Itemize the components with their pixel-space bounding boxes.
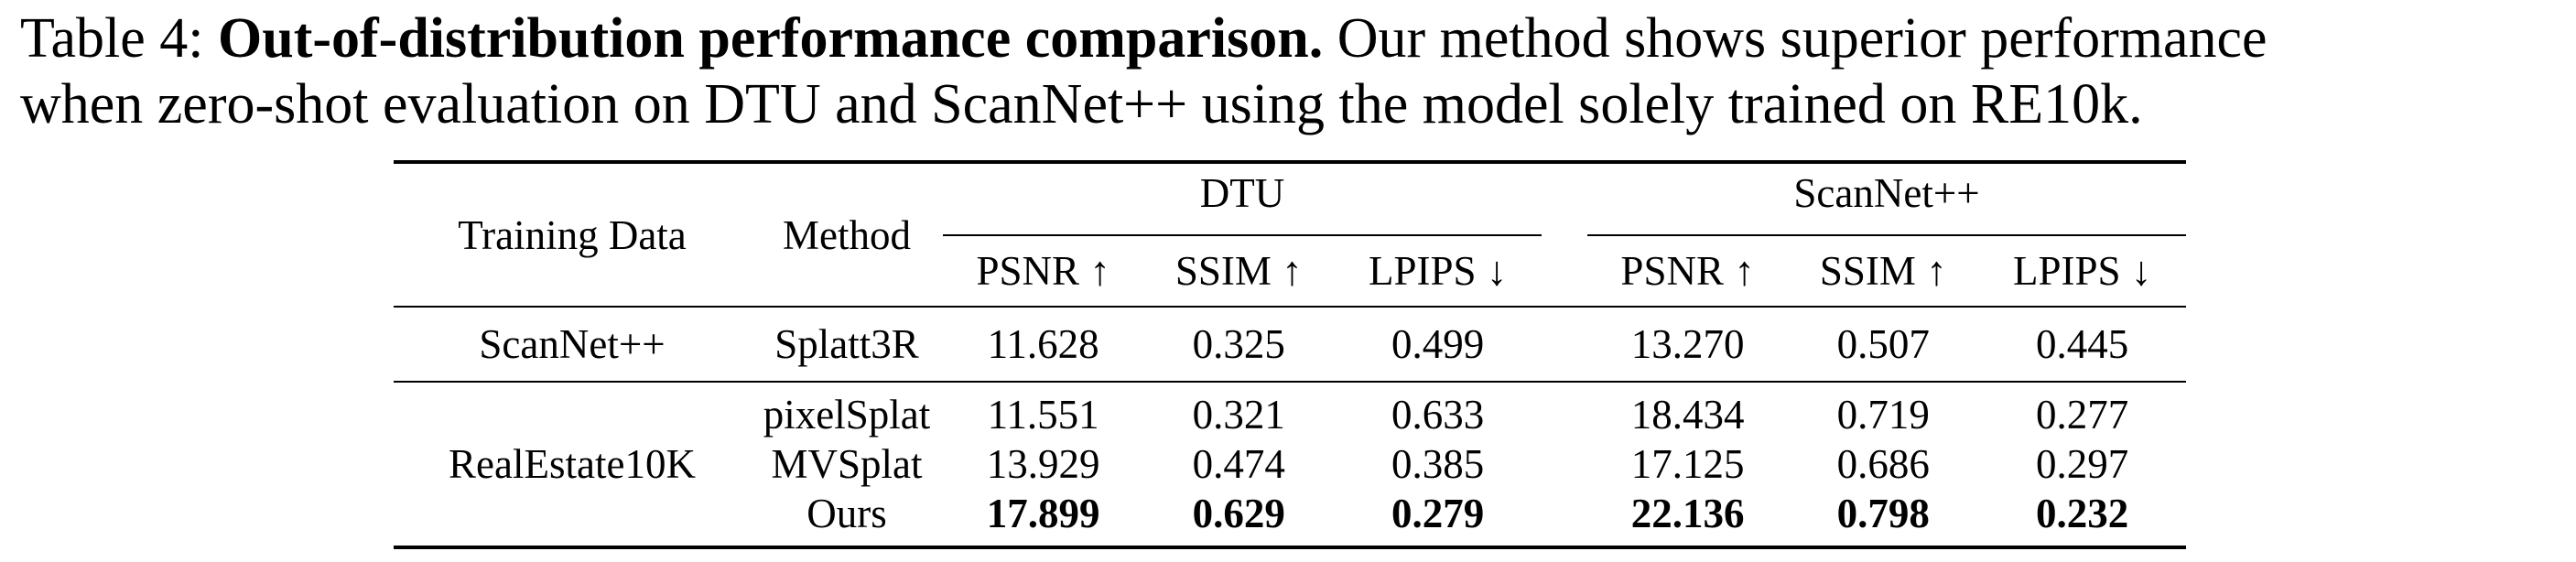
cell-value: 0.499 xyxy=(1391,321,1485,367)
header-metric: SSIM ↑ xyxy=(1174,248,1303,294)
cell-value: 0.277 xyxy=(2035,392,2129,438)
cell-value: 0.297 xyxy=(2035,441,2129,487)
caption-line1-rest: Our method shows superior performance xyxy=(1323,7,2268,70)
cell-value-best: 0.279 xyxy=(1391,491,1485,536)
cell-value-best: 22.136 xyxy=(1630,491,1745,536)
cell-value-best: 17.899 xyxy=(986,491,1100,536)
cell-value: 13.929 xyxy=(986,441,1100,487)
cell-value-best: 0.629 xyxy=(1192,491,1285,536)
cell-value: 0.474 xyxy=(1192,441,1285,487)
cell-value: 0.507 xyxy=(1836,321,1930,367)
cell-value: 0.325 xyxy=(1192,321,1285,367)
cell-method: Splatt3R xyxy=(774,321,919,367)
cell-value: 11.551 xyxy=(987,392,1099,438)
cell-training: RealEstate10K xyxy=(449,441,696,487)
table-row: ScanNet++ Splatt3R 11.628 0.325 0.499 13… xyxy=(394,307,2186,382)
cell-value: 11.628 xyxy=(987,321,1099,367)
cell-training: ScanNet++ xyxy=(479,321,666,367)
header-metric: SSIM ↑ xyxy=(1819,248,1947,294)
cell-value: 17.125 xyxy=(1630,441,1745,487)
header-metric: LPIPS ↓ xyxy=(2012,248,2152,294)
cell-value: 13.270 xyxy=(1630,321,1745,367)
cell-method: pixelSplat xyxy=(763,392,931,438)
table-caption: Table 4: Out-of-distribution performance… xyxy=(20,5,2565,137)
cell-value-best: 0.798 xyxy=(1836,491,1930,536)
cell-value: 0.445 xyxy=(2035,321,2129,367)
cell-value: 0.719 xyxy=(1836,392,1930,438)
header-metric: PSNR ↑ xyxy=(976,248,1110,294)
header-metric: LPIPS ↓ xyxy=(1368,248,1508,294)
cell-value-best: 0.232 xyxy=(2035,491,2129,536)
cell-value: 0.321 xyxy=(1192,392,1285,438)
cell-value: 0.686 xyxy=(1836,441,1930,487)
cell-method: Ours xyxy=(806,491,887,536)
caption-title: Out-of-distribution performance comparis… xyxy=(218,7,1324,70)
results-table: Training Data Method DTU ScanNet++ PSNR … xyxy=(394,160,2186,549)
header-metric: PSNR ↑ xyxy=(1620,248,1755,294)
header-group-scannet: ScanNet++ xyxy=(1586,162,2186,236)
cell-value: 0.633 xyxy=(1391,392,1485,438)
header-training-data: Training Data xyxy=(458,211,687,258)
cell-value: 0.385 xyxy=(1391,441,1485,487)
cell-method: MVSplat xyxy=(771,441,923,487)
header-group-dtu: DTU xyxy=(943,162,1542,236)
caption-prefix: Table 4: xyxy=(20,7,219,70)
table-row: MVSplat 13.929 0.474 0.385 17.125 0.686 … xyxy=(394,439,2186,489)
cell-value: 18.434 xyxy=(1630,392,1745,438)
caption-line2: when zero-shot evaluation on DTU and Sca… xyxy=(20,73,2143,135)
header-method: Method xyxy=(783,211,911,258)
table-row: Ours 17.899 0.629 0.279 22.136 0.798 0.2… xyxy=(394,489,2186,547)
table-row: RealEstate10K pixelSplat 11.551 0.321 0.… xyxy=(394,382,2186,487)
